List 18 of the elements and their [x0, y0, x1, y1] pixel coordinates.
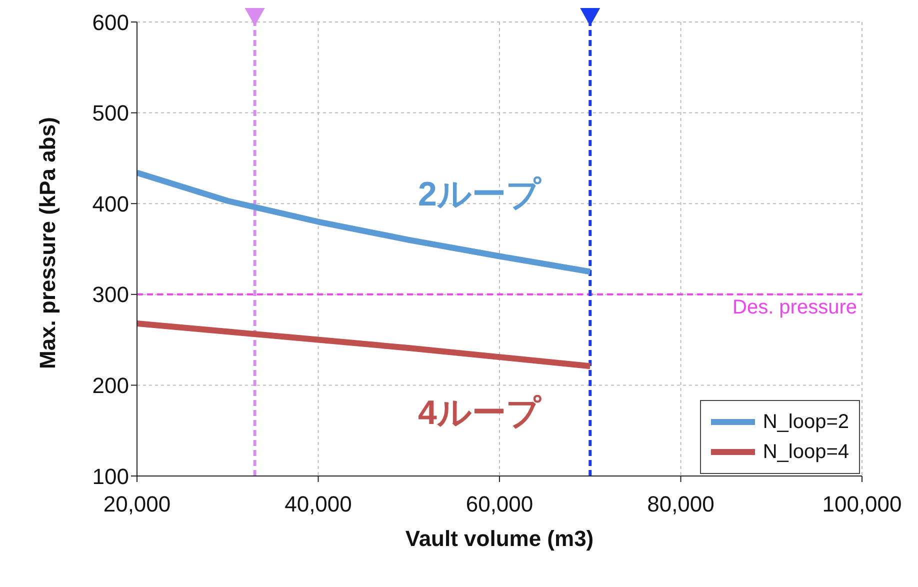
y-tick-label: 600 — [92, 10, 129, 35]
y-tick-label: 400 — [92, 191, 129, 216]
annotation: 2ループ — [418, 175, 542, 214]
y-tick-label: 500 — [92, 100, 129, 126]
x-tick-label: 80,000 — [647, 492, 714, 517]
x-tick-label: 20,000 — [103, 492, 171, 517]
x-tick-label: 40,000 — [284, 492, 352, 517]
y-tick-label: 300 — [92, 282, 129, 308]
y-tick-label: 100 — [92, 464, 129, 489]
y-axis-title: Max. pressure (kPa abs) — [34, 117, 60, 369]
x-axis-title: Vault volume (m3) — [405, 526, 594, 551]
legend-label: N_loop=4 — [762, 440, 849, 465]
x-tick-label: 60,000 — [466, 492, 534, 517]
y-tick-label: 200 — [92, 373, 129, 398]
x-tick-label: 100,000 — [822, 492, 902, 517]
ref-line-label: Des. pressure — [732, 296, 857, 319]
legend-label: N_loop=2 — [762, 410, 849, 435]
annotation: 4ループ — [418, 394, 542, 432]
